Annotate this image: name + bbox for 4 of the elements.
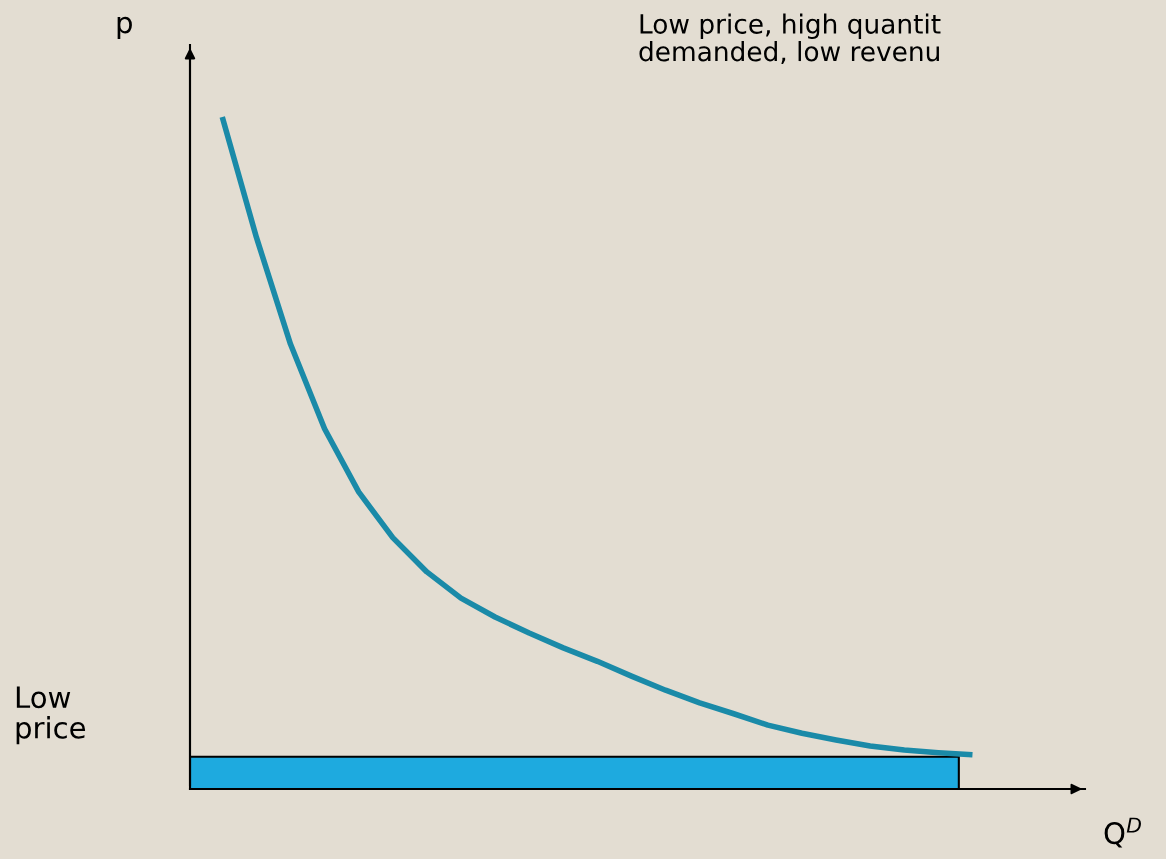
text: Low price, high quantit demanded, low revenu [639,13,941,65]
text: Q$^{D}$ [1104,817,1141,848]
text: Low price [16,686,86,745]
y-axis-title: p [117,16,132,40]
